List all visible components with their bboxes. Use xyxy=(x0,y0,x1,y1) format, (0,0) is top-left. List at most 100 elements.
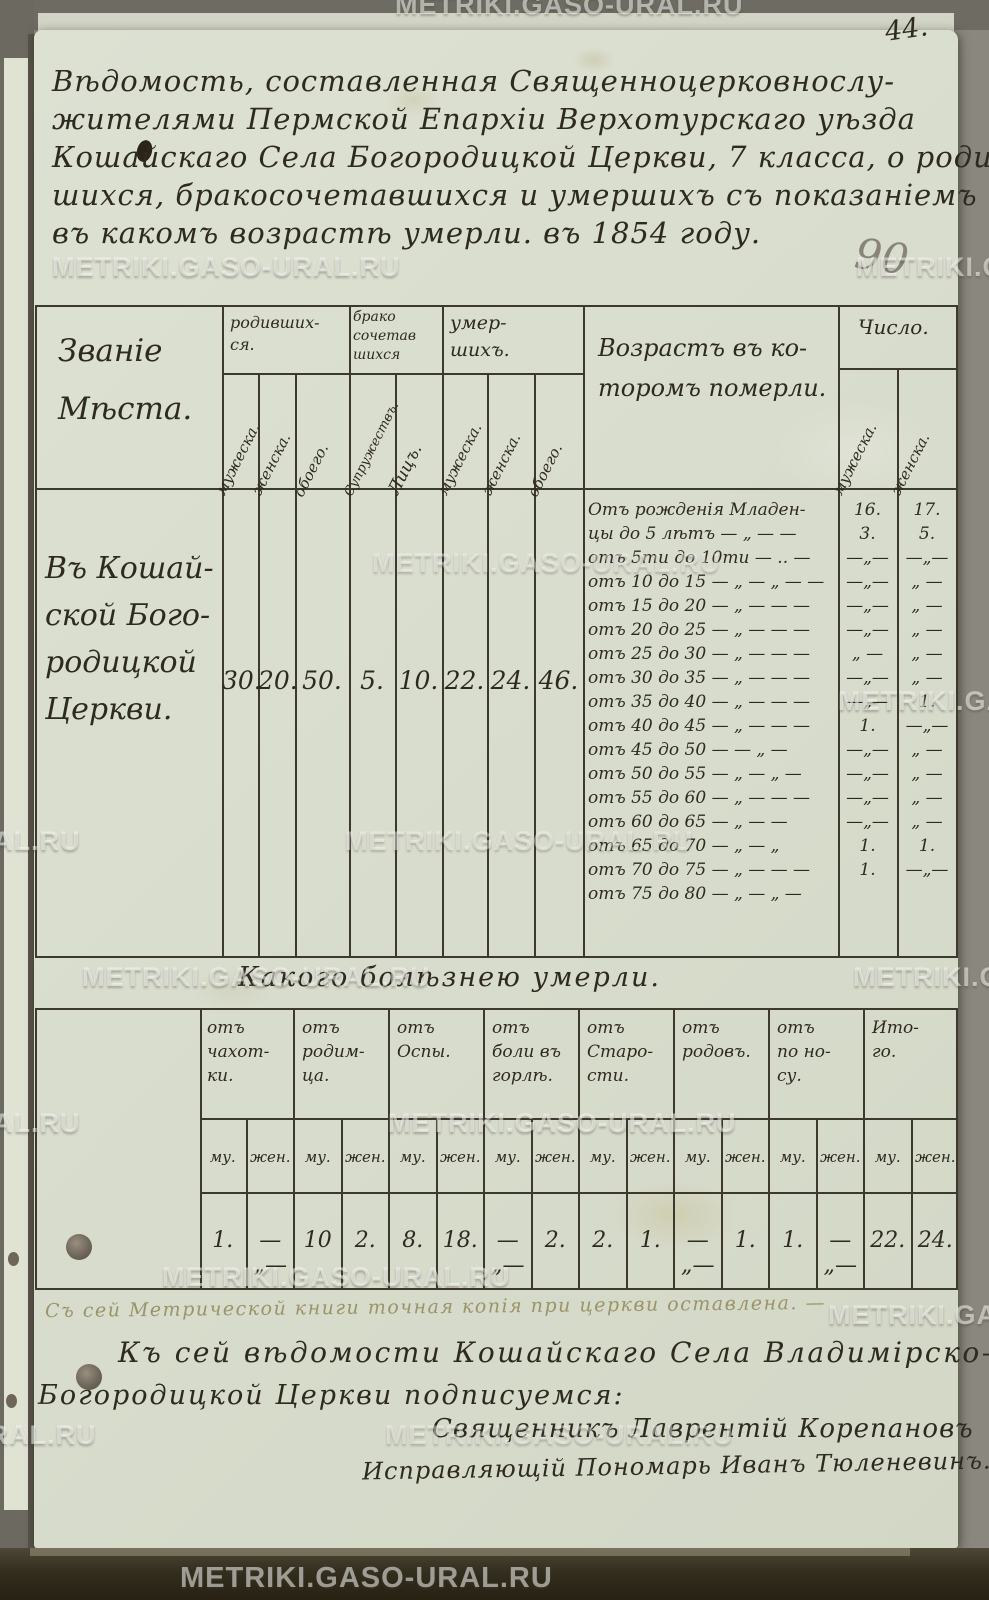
disease-value: 1. xyxy=(770,1194,818,1288)
disease-sex-subheader: му. xyxy=(675,1120,723,1192)
disease-column-header: отъ родовъ. xyxy=(675,1010,770,1118)
age-count-female: „ — xyxy=(911,620,943,640)
certification-line-2: Богородицкой Церкви подписуемся: xyxy=(38,1380,625,1411)
age-count-female: „ — xyxy=(911,668,943,688)
disease-value: 2. xyxy=(533,1194,580,1288)
age-count-female: „ — xyxy=(911,740,943,760)
age-count-male: 3. xyxy=(859,524,876,544)
age-bracket-row: отъ 10 до 15 — „ — „ — — xyxy=(588,572,825,592)
disease-values-row: 1. —„— 10 2. 8. 18. —„— 2. 2. 1. —„— 1. 1. —„— 22. 24. xyxy=(200,1194,958,1288)
disease-value: —„— xyxy=(485,1194,533,1288)
disease-value: 1. xyxy=(723,1194,770,1288)
punch-hole xyxy=(66,1234,92,1260)
column-header-number: Число. xyxy=(858,315,929,339)
count-persons: 10. xyxy=(398,666,439,695)
disease-column-header: отъ Оспы. xyxy=(390,1010,485,1118)
disease-sex-subheader: жен. xyxy=(343,1120,390,1192)
certification-line-1: Къ сей вѣдомости Кошайскаго Села Владимі… xyxy=(118,1336,989,1369)
disease-column-header: отъ боли въ горлѣ. xyxy=(485,1010,580,1118)
disease-sex-subheader: жен. xyxy=(723,1120,770,1192)
punch-hole xyxy=(76,1364,102,1390)
column-header-age: Возрастъ въ ко- торомъ померли. xyxy=(598,334,827,402)
binding-gutter xyxy=(28,34,35,1548)
disease-column-header: отъ Старо- сти. xyxy=(580,1010,675,1118)
disease-value: 22. xyxy=(865,1194,913,1288)
header-line: жителями Пермской Епархіи Верхотурскаго … xyxy=(52,102,916,136)
count-marriages: 5. xyxy=(360,666,384,695)
disease-sex-subheader: му. xyxy=(295,1120,343,1192)
disease-value: 2. xyxy=(580,1194,628,1288)
disease-column-header: отъ по но- су. xyxy=(770,1010,865,1118)
column-header-died: умер- шихъ. xyxy=(450,312,510,361)
count-born-female: 20. xyxy=(258,666,298,695)
age-bracket-row: отъ 70 до 75 — „ — — — xyxy=(588,860,810,880)
signature-priest: Священникъ Лаврентій Корепановъ xyxy=(432,1414,974,1444)
column-header-married: брако сочетав шихся xyxy=(353,309,417,363)
age-bracket-row: отъ 50 до 55 — „ — „ — xyxy=(588,764,802,784)
disease-value: 18. xyxy=(438,1194,485,1288)
count-died-male: 22. xyxy=(444,666,485,695)
header-text: Вѣдомость, составленная Священноцерковно… xyxy=(52,62,989,252)
disease-value: 8. xyxy=(390,1194,438,1288)
age-count-female: —„— xyxy=(905,860,949,880)
disease-value: 1. xyxy=(200,1194,248,1288)
age-count-male: —„— xyxy=(846,812,889,832)
disease-value: 1. xyxy=(628,1194,675,1288)
age-count-female-column: 17. 5. —„— „ — „ — „ — „ — „ — 1. —„— „ — „ — „ — „ —… xyxy=(899,498,955,882)
age-bracket-row: отъ 30 до 35 — „ — — — xyxy=(588,668,810,688)
age-bracket-row: отъ 15 до 20 — „ — — — xyxy=(588,596,810,616)
disease-sex-subheader: жен. xyxy=(438,1120,485,1192)
disease-sex-subheader: жен. xyxy=(533,1120,580,1192)
disease-column-header: отъ родим- ца. xyxy=(295,1010,390,1118)
disease-sex-subheader: му. xyxy=(770,1120,818,1192)
disease-value: 24. xyxy=(917,1228,953,1253)
header-line: Кошайскаго Села Богородицкой Церкви, 7 к… xyxy=(52,140,989,174)
header-line: въ какомъ возрастѣ умерли. въ 1854 году. xyxy=(52,216,762,250)
disease-value: —„— xyxy=(248,1194,295,1288)
age-count-female: „ — xyxy=(911,788,943,808)
age-bracket-row: отъ 60 до 65 — „ — — xyxy=(588,812,788,832)
disease-column-headers: отъ чахот- ки. отъ родим- ца. отъ Оспы. отъ… xyxy=(200,1010,958,1120)
disease-value: 10 xyxy=(295,1194,343,1288)
age-count-female: 1. xyxy=(918,836,936,856)
age-count-male: —„— xyxy=(846,788,889,808)
disease-sex-subheader: жен. xyxy=(248,1120,295,1192)
header-line: Вѣдомость, составленная Священноцерковно… xyxy=(52,64,895,98)
underlying-page-edge-left xyxy=(4,58,28,1510)
count-born-male: 30. xyxy=(222,666,262,695)
header-line: шихся, бракосочетавшихся и умершихъ съ п… xyxy=(52,178,978,212)
age-bracket-row: отъ 65 до 70 — „ — „ xyxy=(588,836,780,856)
column-header-born: родивших- ся. xyxy=(230,313,320,354)
disease-sex-subheader: жен. xyxy=(914,1148,956,1166)
age-count-male: —„— xyxy=(846,764,889,784)
age-count-male-column: 16. 3. —„— —„— —„— —„— „ — —„— —„— 1. —„— —„— —„— —„—… xyxy=(840,498,895,882)
backdrop-bottom xyxy=(0,1548,989,1600)
age-bracket-row: отъ 40 до 45 — „ — — — xyxy=(588,716,810,736)
disease-sex-subheader: му. xyxy=(865,1120,913,1192)
age-count-male: —„— xyxy=(846,740,889,760)
age-count-female: —„— xyxy=(905,716,949,736)
count-died-both: 46. xyxy=(538,666,579,695)
age-bracket-row: Отъ рожденія Младен- xyxy=(588,500,806,520)
page-number: 44. xyxy=(883,11,930,48)
age-count-male: „ — xyxy=(851,644,884,664)
age-count-female: „ — xyxy=(911,572,943,592)
disease-sex-subheader: му. xyxy=(485,1120,533,1192)
disease-sex-subheader: жен. xyxy=(628,1120,675,1192)
disease-sex-subheader: жен. xyxy=(818,1120,865,1192)
age-bracket-row: отъ 5ти до 10ти — .. — xyxy=(588,548,811,568)
count-born-both: 50. xyxy=(302,666,342,695)
age-count-male: 1. xyxy=(859,860,876,880)
age-bracket-row: отъ 25 до 30 — „ — — — xyxy=(588,644,810,664)
age-bracket-row: отъ 75 до 80 — „ — „ — xyxy=(588,884,802,904)
count-died-female: 24. xyxy=(490,666,531,695)
disease-sex-subheader: му. xyxy=(580,1120,628,1192)
age-count-male: 1. xyxy=(859,836,876,856)
age-count-male: —„— xyxy=(846,572,889,592)
disease-column-header: отъ чахот- ки. xyxy=(200,1010,295,1118)
disease-sex-subheader: му. xyxy=(390,1120,438,1192)
diseases-table-heading: Какого болѣзнею умерли. xyxy=(238,962,661,993)
punch-hole-under-page xyxy=(8,1252,19,1266)
age-count-male: —„— xyxy=(846,668,889,688)
